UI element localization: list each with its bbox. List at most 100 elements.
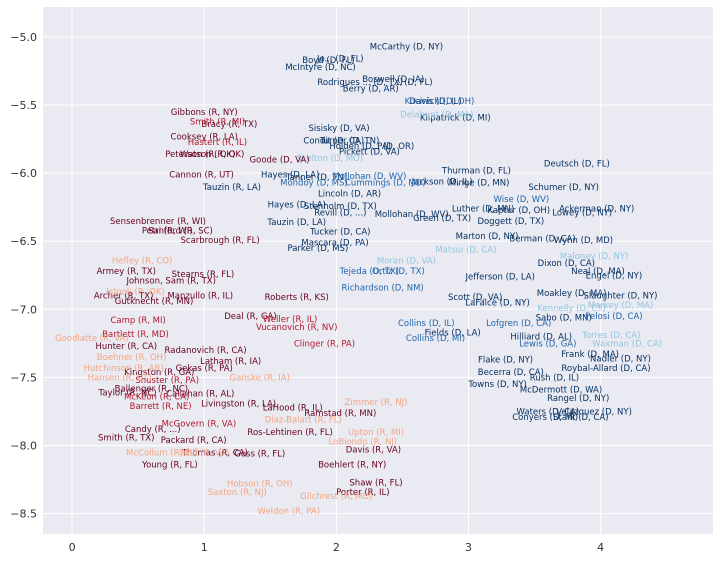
point-label: Torres (D, CA) bbox=[581, 331, 640, 341]
point-label: Boswell (D, IA) bbox=[362, 75, 424, 85]
point-label: Smith (R, TX) bbox=[98, 433, 154, 443]
point-label: Boehlert (R, NY) bbox=[318, 461, 386, 471]
y-tick-label: −7.0 bbox=[10, 303, 37, 316]
point-label: Rush (D, IL) bbox=[530, 373, 579, 383]
point-label: Jackson (D, IL) bbox=[411, 177, 473, 187]
point-label: Shuster (R, PA) bbox=[135, 376, 199, 386]
point-label: Goss (R, FL) bbox=[234, 450, 285, 460]
point-label: Stenholm (D, TX) bbox=[304, 202, 377, 212]
point-label: Marton (D, NY) bbox=[456, 232, 519, 242]
point-label: Archer (R, TX) bbox=[94, 292, 154, 302]
point-label: Sisisky (D, VA) bbox=[309, 124, 370, 134]
point-label: Berry (D, AR) bbox=[343, 85, 399, 95]
point-label: Slaughter (D, NY) bbox=[583, 292, 657, 302]
point-label: Davis (R, VA) bbox=[346, 446, 401, 456]
point-label: ... (D, FL) bbox=[394, 78, 433, 88]
point-label: Hobson (R, OH) bbox=[227, 480, 293, 490]
point-label: ... (D, OR) bbox=[372, 142, 414, 152]
y-tick-label: −7.5 bbox=[10, 371, 37, 384]
point-label: Mascara (D, PA) bbox=[301, 239, 368, 249]
point-label: Holden (D, PA) bbox=[329, 142, 391, 152]
point-label: Tauzin (D, LA) bbox=[266, 218, 326, 228]
point-label: Dixon (D, CA) bbox=[538, 259, 595, 269]
point-label: McCollum (R, FL) bbox=[126, 448, 198, 458]
point-label: Gibbons (R, NY) bbox=[171, 108, 238, 118]
point-label: Tucker (D, CA) bbox=[309, 228, 370, 238]
point-label: Tanner (D, TN) bbox=[285, 173, 347, 183]
point-label: LoBiondo (R, NJ) bbox=[328, 437, 397, 447]
y-tick-label: −6.0 bbox=[10, 167, 37, 180]
point-label: Kaptur (D, OH) bbox=[487, 206, 550, 216]
point-label: Scarbrough (R, FL) bbox=[181, 236, 260, 246]
point-label: Wynn (D, MD) bbox=[554, 236, 613, 246]
point-label: Kucinich (D, OH) bbox=[405, 97, 475, 107]
point-label: Boyd (D, FL) bbox=[302, 56, 354, 66]
point-label: Gutknecht (R, MN) bbox=[115, 297, 194, 307]
point-label: McDermott (D, WA) bbox=[520, 386, 602, 396]
point-label: Vucanovich (R, NV) bbox=[256, 323, 337, 333]
point-label: Callahan (R, AL) bbox=[166, 390, 234, 400]
point-label: Barrett (R, NE) bbox=[130, 402, 192, 412]
point-label: Cannon (R, UT) bbox=[169, 170, 234, 180]
point-label: Watson (R, OK) bbox=[180, 150, 244, 160]
point-label: Istook (R, OK) bbox=[106, 288, 165, 298]
point-label: Clinger (R, PA) bbox=[294, 339, 355, 349]
point-label: Bartlett (R, MD) bbox=[102, 330, 169, 340]
point-label: Rodrigues ... (D, TX) bbox=[317, 78, 403, 88]
point-label: Peterson (R, OK) bbox=[165, 150, 235, 160]
y-tick-label: −6.5 bbox=[10, 235, 37, 248]
point-label: Radanovich (R, CA) bbox=[165, 346, 247, 356]
point-label: Berman (D, CA) bbox=[509, 234, 575, 244]
point-label: Collins (D, IL) bbox=[398, 319, 455, 329]
point-label: Hilliard (D, AL) bbox=[510, 333, 572, 343]
point-label: Flake (D, NY) bbox=[478, 356, 533, 366]
point-label: Hayes (D, LA) bbox=[261, 170, 319, 180]
point-label: Porter (R, IL) bbox=[336, 488, 389, 498]
gridlines bbox=[43, 7, 713, 534]
point-label: Fields (D, LA) bbox=[425, 328, 481, 338]
point-label: Thomas (R, CA) bbox=[181, 448, 248, 458]
point-label: Sensenbrenner (R, WI) bbox=[110, 217, 206, 227]
point-label: Upton (R, MI) bbox=[348, 428, 404, 438]
point-label: Hunter (R, CA) bbox=[95, 342, 157, 352]
point-label: Waxman (D, CA) bbox=[592, 339, 662, 349]
point-label: Lewis (D, GA) bbox=[519, 339, 576, 349]
point-label: Waters (D, CA) bbox=[517, 407, 580, 417]
point-label: Stearns (R, FL) bbox=[172, 270, 235, 280]
point-label: Minge (D, MN) bbox=[449, 179, 510, 189]
point-label: Frank (D, MA) bbox=[561, 350, 619, 360]
point-label: McCarthy (D, NY) bbox=[370, 42, 443, 52]
point-label: Hansen (R, UT) bbox=[88, 373, 152, 383]
point-label: Goode (D, VA) bbox=[250, 156, 310, 166]
point-label: Sanford (R, SC) bbox=[148, 226, 213, 236]
point-label: Stark (D, CA) bbox=[553, 413, 608, 423]
point-label: Pickett (D, VA) bbox=[339, 147, 400, 157]
point-label: Taylor (R, NC) bbox=[98, 388, 157, 398]
point-label: Tejeda (D, TX) bbox=[339, 267, 399, 277]
point-label: Scott (D, VA) bbox=[448, 293, 502, 303]
point-label: Smith (R, MI) bbox=[190, 117, 245, 127]
point-label: Revill (D, ...) bbox=[314, 209, 366, 219]
point-label: Mollohan (D, WV) bbox=[332, 172, 406, 182]
y-tick-label: −8.5 bbox=[10, 508, 37, 521]
point-label: Goodlatte (R, VA) bbox=[55, 334, 129, 344]
point-label: Doggett (D, TX) bbox=[477, 217, 544, 227]
point-label: Ganske (R, IA) bbox=[230, 373, 290, 383]
point-label: Candy (R, ...) bbox=[125, 425, 181, 435]
point-label: Thurman (D, FL) bbox=[441, 166, 511, 176]
point-label: LaFalce (D, NY) bbox=[465, 299, 529, 309]
point-label: Lowey (D, NY) bbox=[552, 209, 612, 219]
point-label: Roberts (R, KS) bbox=[265, 293, 329, 303]
point-label: Armey (R, TX) bbox=[97, 267, 156, 277]
point-label: Engel (D, NY) bbox=[586, 271, 643, 281]
point-label: Moran (D, VA) bbox=[377, 256, 436, 266]
point-label: McKeon (R, CA) bbox=[124, 392, 189, 402]
point-label: Tauzin (R, LA) bbox=[202, 183, 261, 193]
x-tick-label: 4 bbox=[597, 541, 604, 554]
point-label: Luther (D, MN) bbox=[452, 205, 514, 215]
point-label: Manzullo (R, IL) bbox=[167, 292, 233, 302]
point-label: Richardson (D, NM) bbox=[341, 284, 423, 294]
point-label: Lofgren (D, CA) bbox=[486, 319, 551, 329]
point-label: Kilpatrick (D, MI) bbox=[420, 113, 491, 123]
point-label: Kingston (R, GA) bbox=[124, 368, 194, 378]
